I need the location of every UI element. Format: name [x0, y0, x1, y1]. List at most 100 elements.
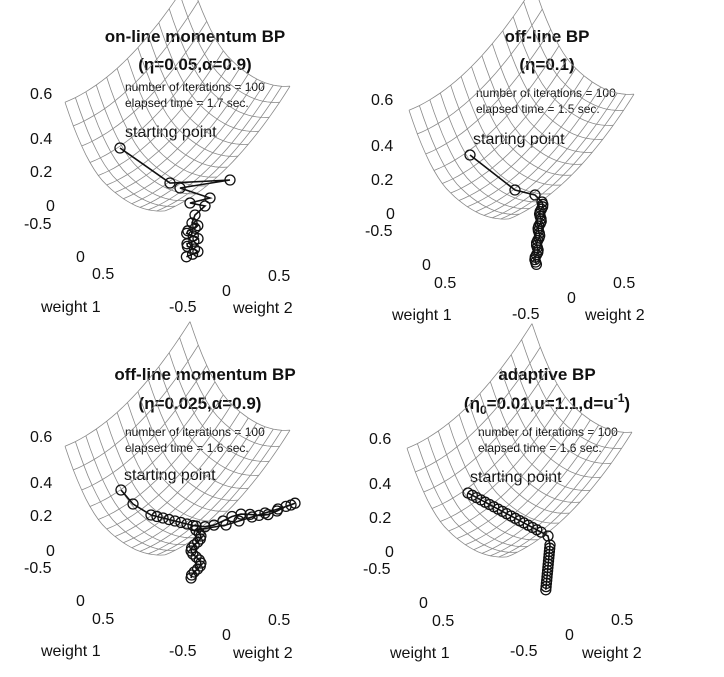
z-tick: 0 [46, 198, 55, 215]
y-tick: -0.5 [512, 306, 540, 323]
weight2-axis-ticks: -0.5 0 0.5 [510, 612, 633, 660]
weight2-axis-ticks: -0.5 0 0.5 [512, 275, 635, 323]
trajectory-marker [189, 209, 201, 221]
z-tick: 0.2 [30, 164, 52, 181]
panel-subtitle: (η0=0.01,u=1.1,d=u-1) [464, 391, 630, 417]
starting-point-label: starting point [473, 131, 565, 148]
trajectory-marker [220, 519, 232, 531]
weight1-axis-ticks: -0.5 0 0.5 [24, 216, 114, 283]
mesh-line [189, 321, 291, 431]
mesh-line [429, 99, 530, 210]
x-tick: 0.5 [434, 275, 456, 292]
weight-trajectory [462, 487, 556, 596]
z-tick: 0.4 [371, 138, 393, 155]
trajectory-marker [194, 533, 206, 545]
trajectory-marker [272, 503, 284, 515]
subtitle-subscript: 0 [480, 403, 487, 417]
y-tick: 0 [222, 283, 231, 300]
trajectory-marker [169, 515, 181, 527]
weight-trajectory [114, 142, 236, 263]
trajectory-marker [186, 248, 199, 260]
z-axis-ticks: 0.6 0.4 0.2 0 [30, 429, 55, 560]
z-tick: 0.4 [30, 475, 52, 492]
z-tick: 0 [386, 206, 395, 223]
mesh-line [523, 1, 624, 111]
y-tick: -0.5 [169, 643, 197, 660]
mesh-line [179, 337, 280, 447]
y-tick: 0 [565, 627, 574, 644]
trajectory-marker [188, 243, 201, 255]
weight-trajectory [115, 484, 301, 584]
y-tick: 0 [222, 627, 231, 644]
weight1-axis-ticks: -0.5 0 0.5 [365, 223, 456, 292]
x-axis-label: weight 1 [391, 307, 452, 324]
trajectory-marker [191, 563, 204, 575]
trajectory-marker [192, 219, 204, 232]
trajectory-marker [194, 560, 206, 572]
trajectory-marker [540, 580, 552, 593]
iterations-note: number of iterations = 100 [476, 86, 616, 100]
z-tick: 0 [46, 543, 55, 560]
x-tick: -0.5 [363, 561, 391, 578]
y-tick: 0.5 [268, 612, 290, 629]
z-tick: 0.2 [369, 510, 391, 527]
starting-point-label: starting point [125, 124, 217, 141]
y-axis-label: weight 2 [232, 645, 293, 662]
mesh-line [64, 321, 191, 447]
trajectory-marker [285, 499, 297, 511]
trajectory-marker [175, 516, 187, 529]
mesh-line [512, 16, 614, 126]
z-tick: 0.6 [369, 431, 391, 448]
starting-point-label: starting point [124, 467, 216, 484]
y-tick: -0.5 [510, 643, 538, 660]
weight1-axis-ticks: -0.5 0 0.5 [363, 561, 454, 630]
error-surface-mesh [64, 0, 291, 212]
mesh-line [510, 354, 612, 464]
trajectory-marker [204, 192, 216, 204]
trajectory-marker [189, 222, 201, 234]
trajectory-marker [235, 508, 247, 520]
x-tick: -0.5 [24, 216, 52, 233]
error-surface-mesh [408, 0, 635, 220]
weight-trajectory [464, 149, 549, 271]
mesh-line [64, 0, 176, 103]
trajectory-marker [187, 548, 199, 560]
trajectory-marker [180, 251, 193, 263]
trajectory-marker [530, 258, 543, 271]
trajectory-marker [115, 484, 127, 496]
trajectory-marker [199, 200, 211, 212]
trajectory-marker [535, 526, 547, 538]
x-tick: -0.5 [24, 560, 52, 577]
panel-adaptive: adaptive BP (η0=0.01,u=1.1,d=u-1) number… [363, 323, 642, 662]
trajectory-marker [244, 508, 256, 521]
x-tick: 0 [76, 593, 85, 610]
mesh-line [73, 0, 199, 127]
y-tick: -0.5 [169, 299, 197, 316]
elapsed-time-note: elapsed time = 1.6 sec. [125, 441, 249, 455]
trajectory-marker [151, 510, 163, 523]
y-axis-label: weight 2 [581, 645, 642, 662]
panel-online-momentum: on-line momentum BP (η=0.05,α=0.9) numbe… [24, 0, 293, 317]
x-tick: 0.5 [92, 266, 114, 283]
x-tick: 0.5 [432, 613, 454, 630]
error-surface-mesh [406, 323, 633, 558]
x-axis-label: weight 1 [40, 643, 101, 660]
mesh-line [417, 8, 543, 135]
trajectory-marker [233, 515, 245, 527]
subtitle-part: =0.01,u=1.1,d=u [487, 394, 614, 413]
trajectory-marker [253, 509, 265, 522]
trajectory-marker [464, 149, 476, 161]
x-axis-label: weight 1 [389, 645, 450, 662]
subtitle-superscript: -1 [614, 391, 625, 405]
weight2-axis-ticks: -0.5 0 0.5 [169, 612, 290, 660]
trajectory-marker [164, 177, 176, 189]
panel-subtitle: (η=0.025,α=0.9) [139, 394, 262, 413]
mesh-line [406, 323, 533, 449]
trajectory-marker [190, 520, 202, 532]
trajectory-marker [127, 498, 139, 510]
trajectory-marker [246, 511, 258, 523]
z-axis-ticks: 0.6 0.4 0.2 0 [30, 86, 55, 215]
x-tick: 0.5 [92, 611, 114, 628]
x-tick: 0 [422, 257, 431, 274]
